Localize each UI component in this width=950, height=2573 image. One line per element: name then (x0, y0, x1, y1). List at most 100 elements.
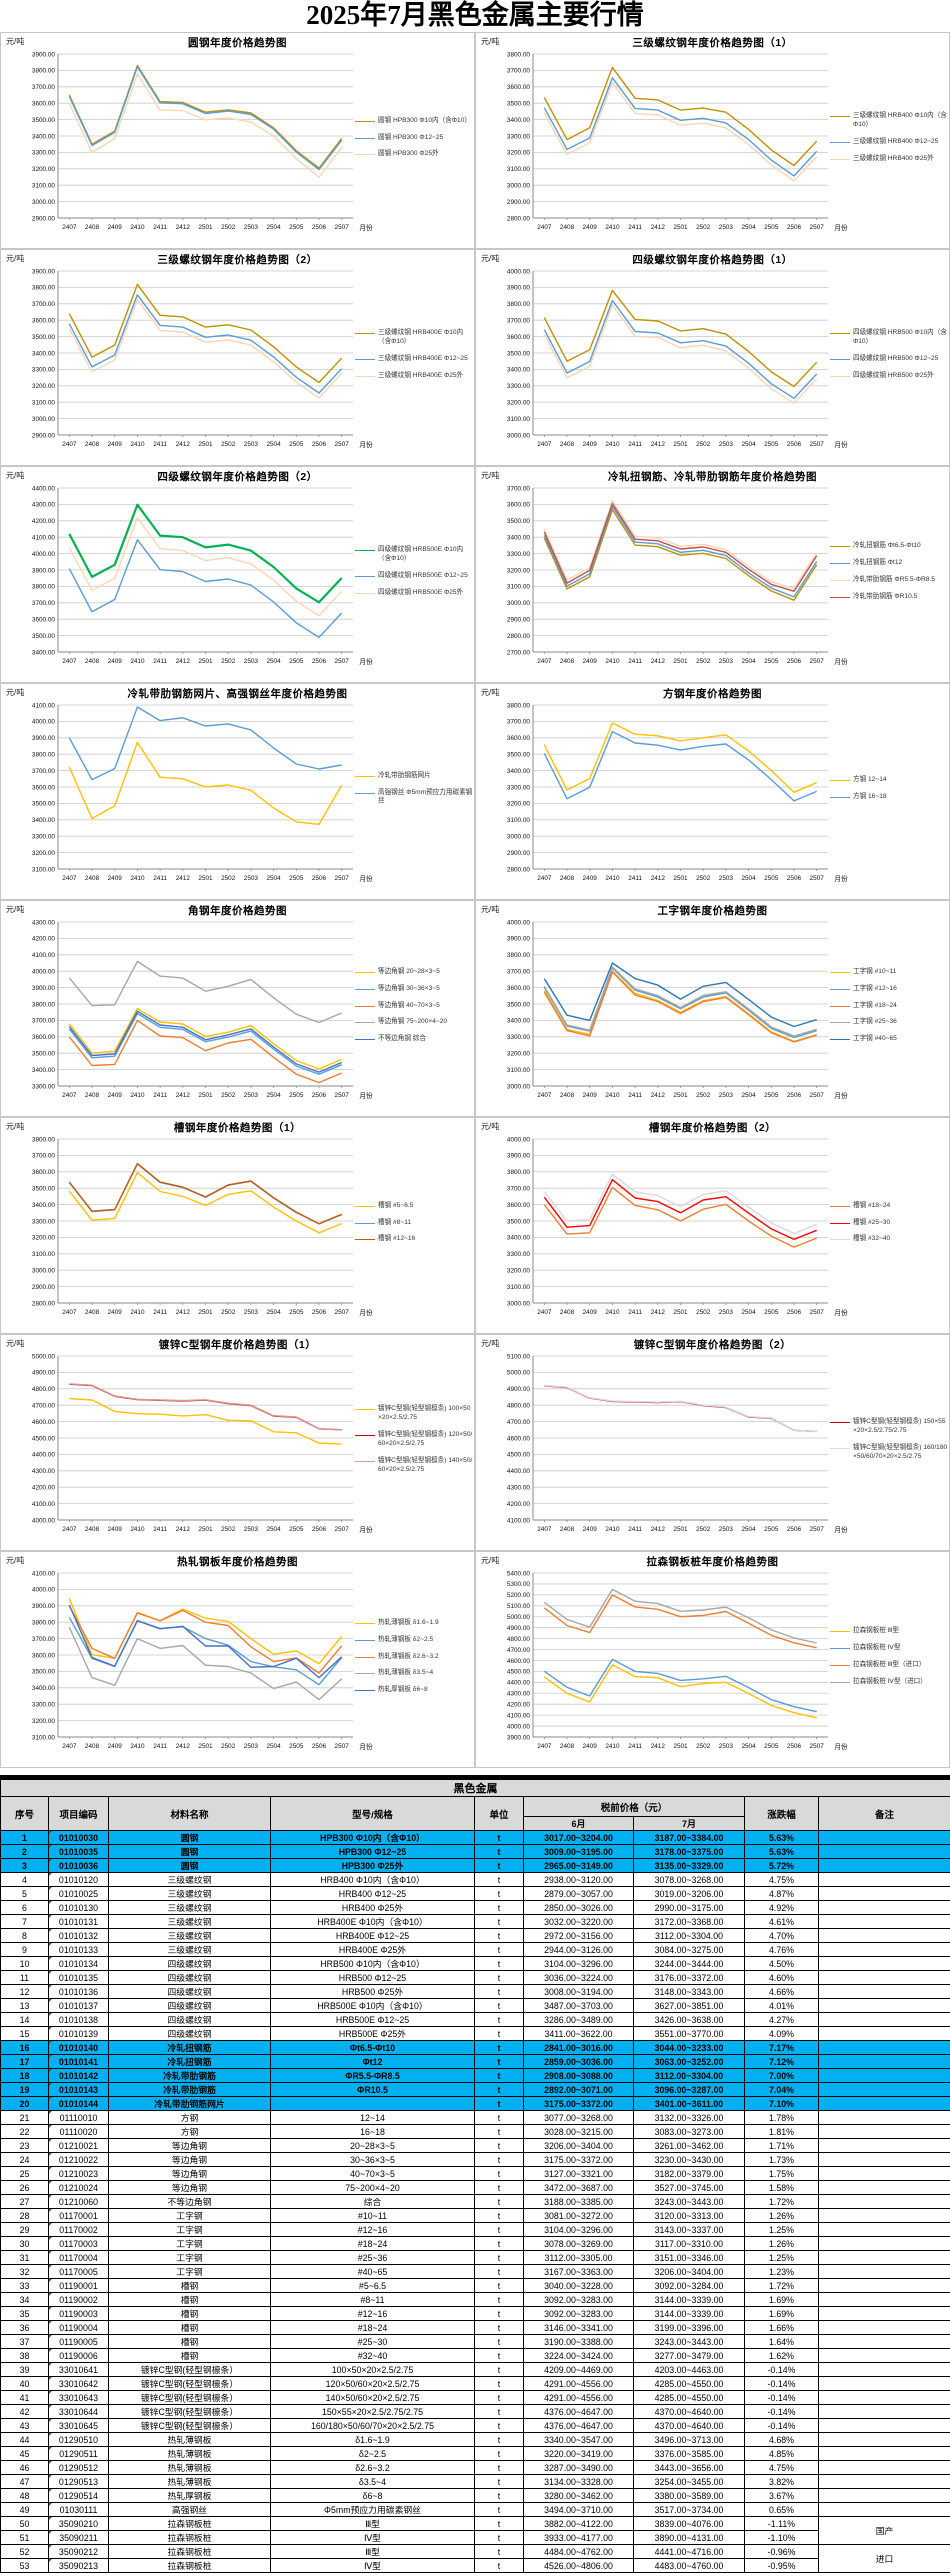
cell-no: 42 (1, 2405, 49, 2419)
x-tick-label: 2409 (108, 1526, 123, 1533)
chart-title: 镀锌C型钢年度价格趋势图（1） (1, 1335, 474, 1352)
x-tick-label: 2507 (335, 441, 350, 448)
chart-header: 元/吨角钢年度价格趋势图 (1, 901, 474, 916)
chart-svg: 2900.003000.003100.003200.003300.003400.… (1, 265, 474, 465)
x-tick-label: 2411 (628, 1092, 642, 1099)
x-tick-label: 2504 (266, 1092, 281, 1099)
cell-jul: 3144.00~3339.00 (634, 2307, 745, 2321)
cell-no: 5 (1, 1887, 49, 1901)
y-tick-label: 3600.00 (507, 84, 531, 91)
x-tick-label: 2412 (651, 1309, 666, 1316)
y-tick-label: 3500.00 (507, 752, 531, 759)
cell-unit: t (475, 1971, 524, 1985)
cell-jul: 3243.00~3443.00 (634, 2195, 745, 2209)
cell-spec: #10~11 (271, 2209, 475, 2223)
cell-unit: t (475, 2447, 524, 2461)
cell-no: 25 (1, 2167, 49, 2181)
y-tick-label: 4300.00 (32, 502, 56, 509)
cell-jun: 3134.00~3328.00 (524, 2475, 634, 2489)
cell-change: 1.62% (745, 2349, 819, 2363)
cell-change: 1.58% (745, 2181, 819, 2195)
y-tick-label: 3800.00 (32, 68, 56, 75)
cell-jul: 3187.00~3384.00 (634, 1831, 745, 1845)
cell-note (819, 2223, 950, 2237)
y-tick-label: 3900.00 (32, 567, 56, 574)
cell-no: 14 (1, 2013, 49, 2027)
x-tick-label: 2502 (221, 224, 236, 231)
cell-no: 16 (1, 2041, 49, 2055)
x-tick-label: 2502 (696, 1092, 711, 1099)
cell-note (819, 2461, 950, 2475)
x-tick-label: 2504 (741, 1526, 756, 1533)
cell-code: 01190004 (49, 2321, 109, 2335)
cell-unit: t (475, 2461, 524, 2475)
chart-svg: 3300.003400.003500.003600.003700.003800.… (1, 916, 474, 1116)
cell-note (819, 2111, 950, 2125)
y-tick-label: 5400.00 (507, 1570, 531, 1577)
y-tick-label: 3500.00 (32, 117, 56, 124)
y-tick-label: 5200.00 (507, 1592, 531, 1599)
x-tick-label: 2409 (583, 1309, 598, 1316)
cell-unit: t (475, 2349, 524, 2363)
cell-unit: t (475, 2069, 524, 2083)
cell-name: 等边角钢 (109, 2167, 271, 2181)
y-tick-label: 4700.00 (32, 1403, 56, 1410)
y-tick-label: 3700.00 (32, 301, 56, 308)
x-axis-title: 月份 (834, 1742, 848, 1751)
y-tick-label: 3800.00 (32, 584, 56, 591)
cell-spec: #18~24 (271, 2321, 475, 2335)
table-section-title: 黑色金属 (1, 1780, 950, 1797)
x-tick-label: 2503 (719, 1526, 734, 1533)
cell-jul: 3551.00~3770.00 (634, 2027, 745, 2041)
x-tick-label: 2506 (312, 224, 327, 231)
cell-spec: #25~36 (271, 2251, 475, 2265)
cell-name: 热轧薄钢板 (109, 2461, 271, 2475)
cell-code: 35090212 (49, 2545, 109, 2559)
chart-svg: 3900.004000.004100.004200.004300.004400.… (476, 1567, 949, 1767)
x-tick-label: 2409 (108, 1309, 123, 1316)
cell-jul: 4370.00~4640.00 (634, 2405, 745, 2419)
cell-spec: #40~65 (271, 2265, 475, 2279)
cell-jun: 3190.00~3388.00 (524, 2335, 634, 2349)
y-axis-unit-label: 元/吨 (481, 1555, 499, 1566)
cell-jun: 3078.00~3269.00 (524, 2237, 634, 2251)
y-tick-label: 3100.00 (507, 416, 531, 423)
cell-change: 1.73% (745, 2153, 819, 2167)
cell-note (819, 1873, 950, 1887)
cell-no: 47 (1, 2475, 49, 2489)
x-tick-label: 2504 (266, 441, 281, 448)
y-axis-unit-label: 元/吨 (6, 687, 24, 698)
y-tick-label: 3600.00 (507, 985, 531, 992)
y-tick-label: 3600.00 (32, 1652, 56, 1659)
x-tick-label: 2410 (605, 441, 620, 448)
x-tick-label: 2501 (198, 1526, 213, 1533)
cell-jul: 3178.00~3375.00 (634, 1845, 745, 1859)
y-tick-label: 3600.00 (32, 617, 56, 624)
x-tick-label: 2407 (62, 875, 77, 882)
cell-name: 热轧薄钢板 (109, 2475, 271, 2489)
cell-name: 四级螺纹钢 (109, 1999, 271, 2013)
chart-header: 元/吨镀锌C型钢年度价格趋势图（1） (1, 1335, 474, 1350)
y-tick-label: 3600.00 (32, 1034, 56, 1041)
x-axis-title: 月份 (834, 1091, 848, 1100)
cell-jun: 3286.00~3489.00 (524, 2013, 634, 2027)
cell-unit: t (475, 2475, 524, 2489)
cell-unit: t (475, 1873, 524, 1887)
cell-change: 4.92% (745, 1901, 819, 1915)
cell-spec: HRB400 Φ10内（含Φ10） (271, 1873, 475, 1887)
cell-jun: 4291.00~4556.00 (524, 2391, 634, 2405)
x-tick-label: 2412 (176, 875, 191, 882)
x-axis-title: 月份 (834, 874, 848, 883)
x-tick-label: 2410 (130, 224, 145, 231)
x-tick-label: 2409 (108, 224, 123, 231)
cell-name: 三级螺纹钢 (109, 1943, 271, 1957)
cell-spec: Ⅳ型 (271, 2531, 475, 2545)
y-tick-label: 3000.00 (32, 1268, 56, 1275)
cell-unit: t (475, 2055, 524, 2069)
cell-spec: 150×55×20×2.5/2.75/2.75 (271, 2405, 475, 2419)
